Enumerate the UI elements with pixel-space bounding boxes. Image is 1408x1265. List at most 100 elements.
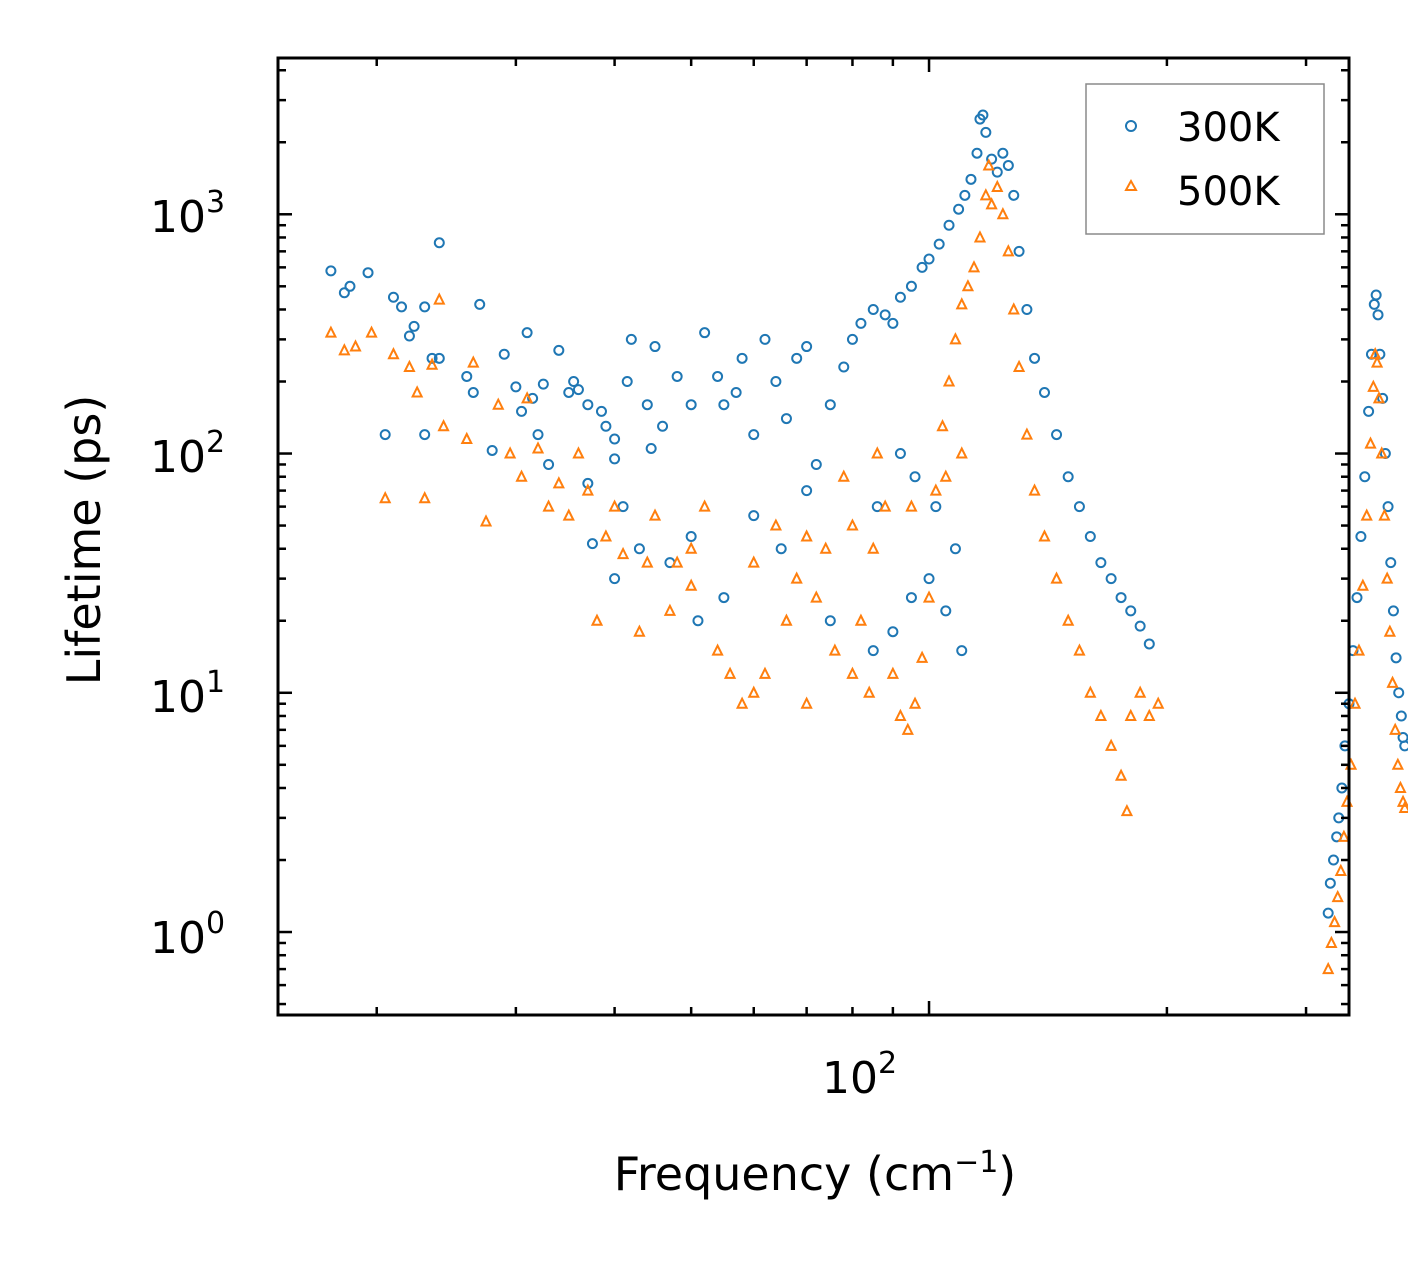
data-point-300k bbox=[1385, 557, 1397, 569]
data-point-300k bbox=[801, 341, 813, 353]
data-point-300k bbox=[671, 370, 683, 382]
data-point-500k bbox=[996, 207, 1009, 220]
data-point-500k bbox=[846, 666, 859, 679]
data-point-500k bbox=[1322, 961, 1335, 975]
data-point-500k bbox=[1398, 800, 1408, 813]
data-point-300k bbox=[879, 309, 891, 321]
data-point-300k bbox=[905, 592, 917, 604]
data-point-500k bbox=[1378, 508, 1391, 521]
data-point-300k bbox=[1084, 531, 1096, 542]
data-point-300k bbox=[718, 399, 730, 411]
data-point-500k bbox=[922, 590, 936, 603]
data-point-300k bbox=[894, 448, 906, 460]
data-point-500k bbox=[1050, 571, 1063, 584]
data-point-300k bbox=[759, 333, 771, 345]
data-point-300k bbox=[419, 301, 431, 313]
data-point-500k bbox=[854, 613, 868, 626]
data-point-500k bbox=[616, 546, 630, 560]
data-point-300k bbox=[387, 291, 399, 303]
data-point-500k bbox=[711, 643, 724, 656]
data-point-300k bbox=[991, 166, 1003, 178]
data-point-500k bbox=[1334, 863, 1347, 876]
data-point-300k bbox=[997, 147, 1009, 159]
data-point-500k bbox=[338, 343, 351, 356]
data-point-500k bbox=[723, 666, 737, 679]
y-tick-label-1: 100 bbox=[150, 906, 225, 964]
data-point-300k bbox=[1029, 352, 1041, 364]
data-point-300k bbox=[1125, 605, 1137, 617]
data-point-500k bbox=[349, 339, 362, 352]
data-point-300k bbox=[510, 381, 522, 393]
data-point-500k bbox=[1372, 391, 1386, 404]
data-point-300k bbox=[718, 592, 730, 604]
points-layer bbox=[324, 109, 1408, 975]
legend-marker-500k bbox=[1124, 178, 1138, 191]
data-point-300k bbox=[621, 376, 633, 388]
data-point-500k bbox=[973, 230, 987, 243]
data-point-300k bbox=[971, 147, 983, 159]
data-point-300k bbox=[1062, 471, 1074, 483]
data-point-500k bbox=[1375, 446, 1388, 459]
data-point-300k bbox=[595, 405, 607, 417]
data-point-300k bbox=[408, 320, 420, 332]
data-point-500k bbox=[939, 469, 952, 482]
data-point-300k bbox=[344, 280, 356, 292]
data-point-500k bbox=[425, 357, 439, 370]
data-point-500k bbox=[572, 446, 585, 459]
data-point-500k bbox=[581, 483, 594, 496]
plot-frame bbox=[276, 56, 1351, 1017]
data-point-300k bbox=[521, 327, 533, 339]
data-point-500k bbox=[698, 499, 711, 512]
data-point-300k bbox=[537, 378, 549, 390]
data-point-300k bbox=[855, 317, 867, 329]
data-point-300k bbox=[1393, 687, 1405, 699]
data-point-300k bbox=[486, 444, 498, 456]
data-point-500k bbox=[879, 499, 892, 512]
data-point-300k bbox=[1051, 429, 1063, 441]
data-point-300k bbox=[780, 413, 792, 425]
data-point-300k bbox=[396, 301, 408, 313]
y-tick-label-100: 102 bbox=[150, 425, 225, 483]
data-point-300k bbox=[649, 341, 661, 353]
data-point-300k bbox=[956, 645, 968, 657]
data-point-500k bbox=[955, 297, 968, 310]
data-point-300k bbox=[1399, 740, 1408, 752]
data-point-500k bbox=[901, 722, 914, 735]
data-point-300k bbox=[1370, 289, 1382, 301]
data-point-300k bbox=[474, 298, 486, 310]
data-point-300k bbox=[1322, 907, 1334, 919]
data-point-500k bbox=[1391, 757, 1404, 770]
data-point-500k bbox=[769, 518, 783, 531]
data-point-300k bbox=[685, 399, 697, 411]
data-point-300k bbox=[1115, 592, 1127, 604]
legend-label-300k: 300K bbox=[1177, 105, 1281, 151]
data-point-300k bbox=[433, 352, 445, 364]
data-point-500k bbox=[1352, 643, 1366, 656]
data-point-300k bbox=[824, 615, 836, 627]
data-point-500k bbox=[863, 685, 876, 698]
data-point-300k bbox=[625, 333, 637, 345]
data-point-300k bbox=[1134, 620, 1146, 632]
data-point-300k bbox=[748, 429, 760, 441]
data-point-300k bbox=[887, 317, 899, 329]
data-point-300k bbox=[1382, 501, 1394, 513]
data-point-300k bbox=[965, 173, 977, 185]
data-point-500k bbox=[433, 292, 446, 305]
data-point-300k bbox=[730, 386, 742, 398]
data-point-300k bbox=[736, 352, 748, 364]
data-point-500k bbox=[735, 696, 749, 709]
data-point-300k bbox=[1390, 652, 1402, 664]
data-point-300k bbox=[824, 399, 836, 411]
data-point-500k bbox=[949, 332, 962, 345]
x-tick-label-100: 102 bbox=[822, 1046, 897, 1104]
legend-frame bbox=[1085, 83, 1325, 235]
data-point-300k bbox=[801, 485, 813, 497]
y-tick-label-10: 101 bbox=[150, 665, 225, 723]
data-point-300k bbox=[838, 361, 850, 373]
data-point-300k bbox=[699, 327, 711, 339]
data-point-300k bbox=[1387, 605, 1399, 617]
data-point-300k bbox=[1324, 877, 1336, 889]
y-tick-label-1000: 103 bbox=[150, 185, 225, 243]
data-point-500k bbox=[437, 419, 450, 432]
series-300k bbox=[325, 109, 1408, 919]
